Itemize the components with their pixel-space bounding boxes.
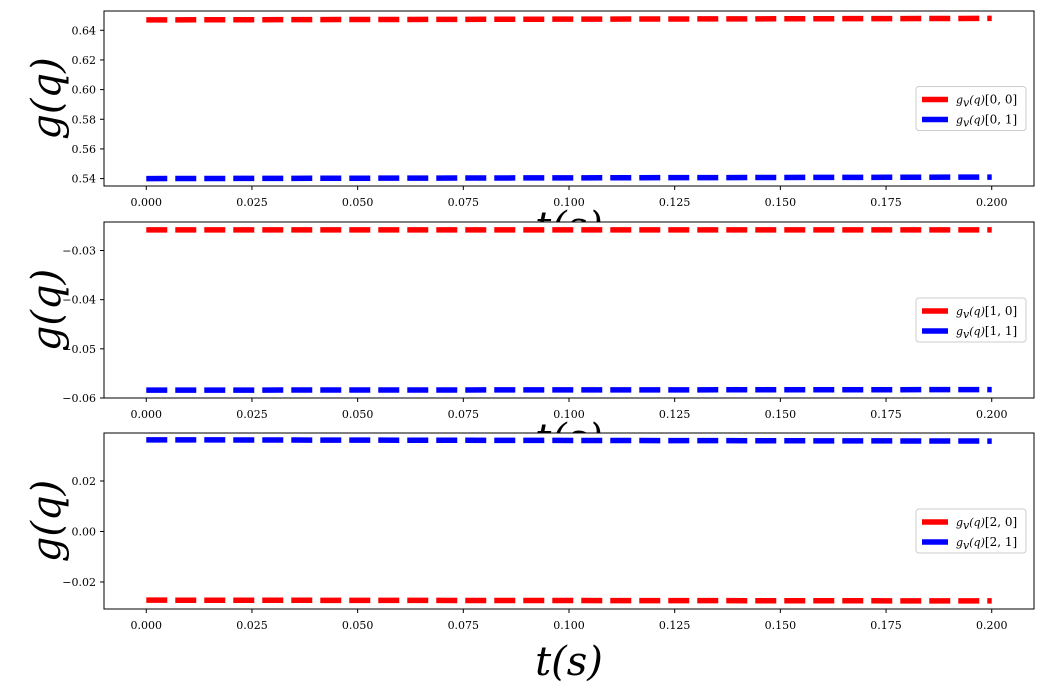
legend: gv(q)[0, 0] gv(q)[0, 1] bbox=[915, 86, 1027, 131]
x-tick-label: 0.100 bbox=[553, 619, 585, 632]
x-tick-label: 0.050 bbox=[342, 619, 374, 632]
x-tick-label: 0.150 bbox=[765, 619, 797, 632]
x-tick-label: 0.175 bbox=[870, 619, 902, 632]
x-tick-label: 0.025 bbox=[236, 408, 268, 421]
y-tick-label: −0.06 bbox=[62, 392, 96, 405]
y-tick-label: 0.64 bbox=[72, 24, 97, 37]
x-tick-label: 0.200 bbox=[976, 196, 1008, 209]
y-tick-label: 0.60 bbox=[72, 84, 97, 97]
x-axis-label: t(s) bbox=[535, 639, 603, 685]
legend-label-2: gv(q)[0, 1] bbox=[956, 113, 1017, 130]
y-axis-label: g(q) bbox=[24, 480, 70, 562]
x-tick-label: 0.100 bbox=[553, 196, 585, 209]
x-tick-label: 0.075 bbox=[448, 196, 480, 209]
series-line-1 bbox=[146, 15, 992, 23]
x-tick-label: 0.125 bbox=[659, 619, 691, 632]
subplot-3-body: 0.000 0.025 0.050 0.075 0.100 0.125 0.150 0.175… bbox=[24, 432, 1035, 632]
series-line-2 bbox=[146, 437, 992, 444]
plot-area bbox=[104, 433, 1034, 609]
series-line-1 bbox=[146, 597, 992, 604]
y-tick-label: −0.02 bbox=[62, 576, 96, 589]
y-tick-label: −0.03 bbox=[62, 245, 96, 258]
plot-area bbox=[104, 222, 1034, 398]
x-tick-label: 0.100 bbox=[553, 408, 585, 421]
x-tick-label: 0.150 bbox=[765, 196, 797, 209]
x-tick-label: 0.125 bbox=[659, 408, 691, 421]
y-axis-label: g(q) bbox=[24, 57, 70, 139]
x-tick-label: 0.000 bbox=[131, 408, 163, 421]
subplot-1-body: 0.000 0.025 0.050 0.075 0.100 0.125 0.150 0.175… bbox=[24, 10, 1035, 209]
x-tick-label: 0.200 bbox=[976, 408, 1008, 421]
legend: gv(q)[2, 0] gv(q)[2, 1] bbox=[915, 508, 1027, 554]
x-tick-label: 0.075 bbox=[448, 408, 480, 421]
x-tick-label: 0.125 bbox=[659, 196, 691, 209]
subplot-3: t(s) bbox=[535, 639, 603, 685]
x-tick-label: 0.025 bbox=[236, 196, 268, 209]
x-tick-label: 0.050 bbox=[342, 408, 374, 421]
x-tick-label: 0.000 bbox=[131, 196, 163, 209]
x-tick-label: 0.075 bbox=[448, 619, 480, 632]
x-tick-label: 0.175 bbox=[870, 196, 902, 209]
legend-label-1: gv(q)[1, 0] bbox=[956, 304, 1017, 321]
y-tick-label: 0.62 bbox=[72, 54, 97, 67]
y-tick-label: 0.58 bbox=[72, 113, 97, 126]
legend-label-1: gv(q)[2, 0] bbox=[956, 515, 1017, 532]
y-tick-label: 0.00 bbox=[72, 525, 97, 538]
y-tick-label: 0.02 bbox=[72, 475, 97, 488]
y-tick-label: −0.04 bbox=[62, 294, 96, 307]
subplot-2-body: 0.000 0.025 0.050 0.075 0.100 0.125 0.150 0.175… bbox=[24, 221, 1035, 421]
series-line-2 bbox=[146, 174, 992, 182]
legend-label-2: gv(q)[1, 1] bbox=[956, 324, 1017, 341]
legend-label-1: gv(q)[0, 0] bbox=[956, 93, 1017, 110]
y-tick-label: 0.54 bbox=[72, 173, 97, 186]
legend-label-2: gv(q)[2, 1] bbox=[956, 535, 1017, 552]
x-tick-label: 0.150 bbox=[765, 408, 797, 421]
legend: gv(q)[1, 0] gv(q)[1, 1] bbox=[915, 297, 1027, 343]
y-axis-label: g(q) bbox=[24, 269, 70, 351]
x-tick-label: 0.175 bbox=[870, 408, 902, 421]
y-tick-label: −0.05 bbox=[62, 343, 96, 356]
y-tick-label: 0.56 bbox=[72, 143, 97, 156]
x-tick-label: 0.050 bbox=[342, 196, 374, 209]
x-tick-label: 0.000 bbox=[131, 619, 163, 632]
x-tick-label: 0.025 bbox=[236, 619, 268, 632]
x-tick-label: 0.200 bbox=[976, 619, 1008, 632]
plot-area bbox=[104, 11, 1034, 186]
